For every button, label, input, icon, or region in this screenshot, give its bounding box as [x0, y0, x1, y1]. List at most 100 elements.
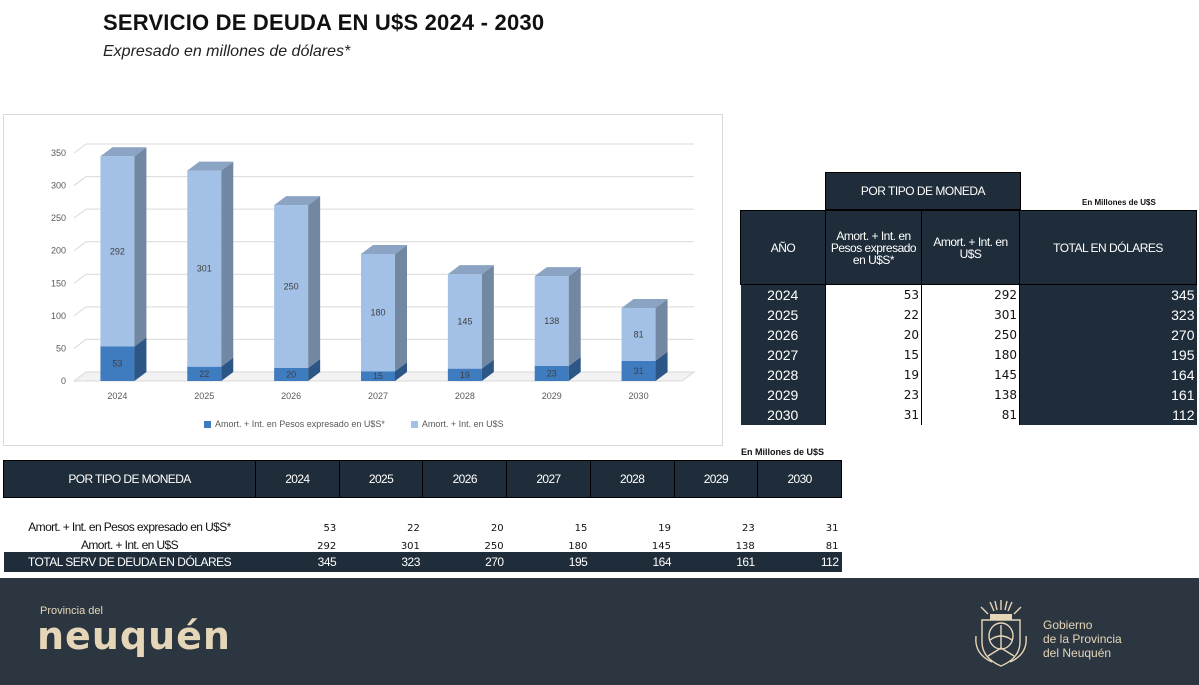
bar-side — [395, 244, 407, 372]
bar-segment — [274, 367, 309, 381]
bar-top — [274, 196, 321, 206]
cell-value: 15 — [574, 523, 588, 534]
data-label: 22 — [199, 369, 209, 379]
government-logo-text: Gobierno de la Provincia del Neuquén — [1043, 618, 1122, 660]
cell-usd: 81 — [921, 405, 1020, 425]
right-table-unit: En Millones de U$S — [1082, 198, 1156, 207]
data-label: 31 — [634, 366, 644, 376]
cell-year: 2025 — [740, 305, 826, 325]
chart-area: 0 50 100 150 200 250 300 350 53 292 2024 22 301 2025 2… — [3, 114, 723, 446]
y-tick-label: 0 — [61, 376, 66, 386]
bottom-year-header: 2027 — [506, 460, 591, 498]
table-row: 2030 31 81 112 — [740, 405, 1197, 425]
cell-usd: 180 — [921, 345, 1020, 365]
right-table-group-header: POR TIPO DE MONEDA — [825, 172, 1021, 210]
cell-usd: 138 — [921, 385, 1020, 405]
cell-value: 22 — [407, 523, 420, 534]
bar-segment — [274, 205, 309, 368]
y-tick-label: 250 — [51, 213, 66, 223]
cell-value: 301 — [400, 541, 420, 552]
data-label: 15 — [373, 371, 383, 381]
data-label: 81 — [634, 329, 644, 339]
table-row: 2026 20 250 270 — [740, 325, 1197, 345]
bar-segment — [621, 308, 656, 361]
cell-pesos: 31 — [825, 405, 922, 425]
bar-side — [221, 357, 234, 381]
bar-segment — [100, 346, 135, 381]
cell-year: 2029 — [740, 385, 826, 405]
row-label-usd: Amort. + Int. en U$S — [3, 536, 256, 552]
table-row: 2024 53 292 345 — [740, 284, 1197, 305]
right-summary-table: AÑO Amort. + Int. en Pesos expresado en … — [740, 210, 1197, 425]
y-tick-label: 50 — [56, 343, 66, 353]
cell-usd: 250 — [921, 325, 1020, 345]
cell-total: 112 — [1019, 405, 1197, 425]
col-header-year: AÑO — [740, 210, 826, 285]
cell-total: 161 — [1019, 385, 1197, 405]
bar-segment — [100, 156, 135, 347]
cell-value: 180 — [568, 541, 588, 552]
bar-segment — [534, 366, 569, 381]
table-row-pesos: Amort. + Int. en Pesos expresado en U$S*… — [3, 497, 842, 536]
cell-total: 323 — [1019, 305, 1197, 325]
cell-total: 164 — [1019, 365, 1197, 385]
gob-line-1: Gobierno — [1043, 618, 1093, 632]
bottom-year-header: 2026 — [422, 460, 508, 498]
page-subtitle: Expresado en millones de dólares* — [103, 43, 351, 60]
bar-side — [655, 351, 668, 381]
cell-pesos: 23 — [825, 385, 922, 405]
page-title: SERVICIO DE DEUDA EN U$S 2024 - 2030 — [103, 10, 545, 35]
bar-segment — [534, 276, 569, 367]
cell-total: 195 — [1019, 345, 1197, 365]
bar-segment — [621, 360, 656, 381]
cell-value: 20 — [490, 523, 504, 534]
data-label: 23 — [547, 369, 557, 379]
cell-pesos: 53 — [825, 284, 922, 305]
cell-value: 145 — [651, 541, 672, 552]
gridline-diag — [73, 143, 87, 154]
data-label: 53 — [112, 359, 122, 369]
row-label-total: TOTAL SERV DE DEUDA EN DÓLARES — [3, 552, 256, 572]
cell-value: 250 — [484, 541, 504, 552]
bar-segment — [187, 170, 222, 367]
cell-value: 270 — [422, 552, 507, 572]
data-label: 180 — [370, 308, 385, 318]
cell-value: 81 — [825, 541, 839, 552]
cell-value: 161 — [674, 552, 758, 572]
table-row-total: TOTAL SERV DE DEUDA EN DÓLARES 345 323 2… — [3, 552, 842, 572]
cell-year: 2026 — [740, 325, 826, 345]
data-label: 250 — [284, 282, 299, 292]
bar-top — [621, 299, 668, 309]
bottom-year-header: 2030 — [757, 460, 842, 498]
bar-top — [187, 161, 234, 171]
bottom-year-header: 2028 — [589, 460, 675, 498]
bar-side — [308, 358, 321, 381]
bar-segment — [187, 366, 222, 381]
x-tick-label: 2024 — [107, 391, 127, 401]
y-tick-label: 150 — [51, 278, 66, 288]
bottom-year-header: 2025 — [338, 460, 424, 498]
bar-top — [100, 147, 147, 157]
bottom-summary-table: POR TIPO DE MONEDA 2024 2025 2026 2027 2… — [3, 460, 842, 572]
gridline-diag — [73, 339, 87, 349]
table-row: 2025 22 301 323 — [740, 305, 1197, 325]
cell-value: 345 — [255, 552, 340, 572]
cell-year: 2028 — [740, 365, 826, 385]
cell-value: 112 — [757, 552, 842, 572]
footer-banner: Provincia del neuquén Gobierno de la Pro — [0, 578, 1199, 685]
cell-value: 53 — [323, 523, 337, 534]
legend-item-usd: Amort. + Int. en U$S — [410, 419, 504, 429]
provincial-emblem-icon — [975, 600, 1027, 667]
cell-value: 195 — [506, 552, 591, 572]
x-tick-label: 2025 — [194, 391, 214, 401]
cell-pesos: 22 — [825, 305, 922, 325]
bar-side — [481, 265, 494, 369]
cell-total: 345 — [1019, 284, 1197, 305]
cell-pesos: 15 — [825, 345, 922, 365]
cell-year: 2024 — [740, 284, 826, 305]
chart-legend: Amort. + Int. en Pesos expresado en U$S*… — [204, 419, 504, 429]
cell-value: 164 — [590, 552, 675, 572]
cell-usd: 292 — [921, 284, 1020, 305]
bottom-table-unit: En Millones de U$S — [741, 447, 825, 457]
legend-item-pesos: Amort. + Int. en Pesos expresado en U$S* — [204, 419, 385, 429]
